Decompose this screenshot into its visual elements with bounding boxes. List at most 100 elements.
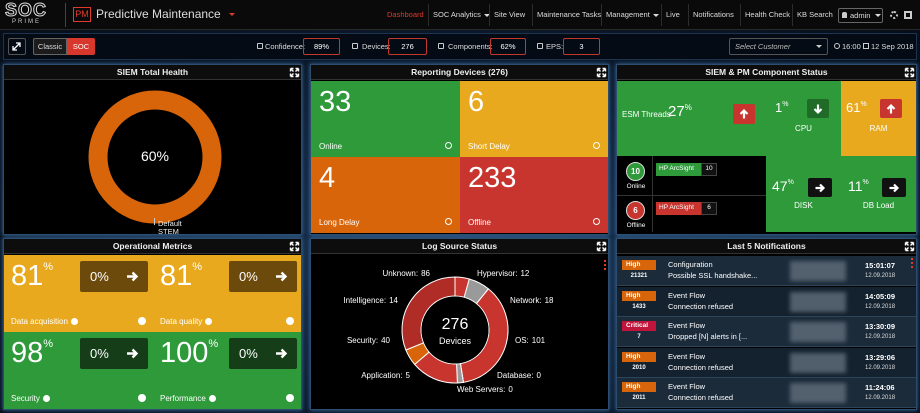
nav-link[interactable]: KB Search	[797, 10, 833, 19]
ram-unit: %	[860, 101, 867, 108]
redacted-source	[790, 352, 846, 373]
metric-unit: %	[192, 261, 203, 273]
metric-link-icon[interactable]	[286, 394, 294, 402]
notification-row[interactable]	[617, 378, 916, 409]
nav-link[interactable]: Health Check	[745, 10, 791, 19]
menu-dot	[911, 262, 913, 264]
tile-value: 233	[468, 162, 517, 194]
expand-icon[interactable]	[904, 67, 915, 78]
app-badge: PM	[73, 7, 91, 22]
menu-dot	[604, 260, 606, 262]
grid-icon[interactable]	[904, 11, 912, 19]
event-date: 12.09.2018	[865, 273, 896, 279]
nav-link[interactable]: Notifications	[693, 10, 734, 19]
nav-link[interactable]: Maintenance Tasks	[537, 10, 602, 19]
user-icon	[842, 12, 847, 18]
nav-link[interactable]: Live	[666, 10, 680, 19]
settings-icon[interactable]	[890, 11, 898, 19]
segment-label: Security: 40	[347, 336, 391, 345]
segment-value: 18	[545, 296, 554, 305]
arrow	[276, 271, 288, 282]
cpu-number: 1	[775, 100, 783, 115]
stat-value: 276	[388, 38, 427, 55]
user-menu[interactable]	[838, 8, 883, 23]
mode-classic[interactable]: Classic	[33, 38, 67, 55]
metric-unit: %	[208, 338, 219, 350]
tile-label: Short Delay	[468, 142, 510, 151]
arrow-icon	[815, 183, 826, 192]
online-count: 10	[626, 162, 645, 181]
offline-source: HP ArcSight	[656, 202, 701, 215]
metric-unit: %	[43, 261, 54, 273]
metric-label: Performance	[160, 394, 206, 403]
metric-delta-arrow	[276, 348, 288, 359]
panel-title: SIEM Total Health	[116, 67, 189, 77]
expand-icon[interactable]	[289, 67, 300, 78]
db-label: DB Load	[862, 201, 895, 210]
tile-value: 4	[319, 162, 336, 194]
nav-link[interactable]: Site View	[494, 10, 526, 19]
expand-icon[interactable]	[904, 241, 915, 252]
health-donut	[88, 90, 222, 224]
customer-select[interactable]	[729, 38, 828, 55]
arrow	[276, 348, 288, 359]
metric-link-icon[interactable]	[286, 317, 294, 325]
esm-label: ESM Threads	[622, 110, 671, 119]
notification-row[interactable]	[617, 286, 916, 317]
donut-hole	[421, 296, 489, 364]
expand-icon[interactable]	[289, 241, 300, 252]
segment-value: 14	[389, 296, 398, 305]
arrow-box	[807, 99, 829, 118]
nav-link[interactable]: Dashboard	[387, 10, 424, 19]
notification-row[interactable]	[617, 317, 916, 348]
ram-label: RAM	[869, 124, 888, 133]
customer-placeholder: Select Customer	[735, 42, 791, 51]
caret	[484, 14, 490, 17]
clock-icon	[834, 43, 840, 49]
disk-label: DISK	[794, 201, 813, 210]
tile-icon	[445, 142, 452, 149]
arrow-icon	[739, 108, 749, 119]
logo: SOC	[4, 0, 48, 20]
metric-link-icon[interactable]	[138, 394, 146, 402]
expand-icon[interactable]	[596, 241, 607, 252]
segment-label: Database: 0	[497, 371, 541, 380]
expand-icon[interactable]	[596, 67, 607, 78]
notification-row[interactable]	[617, 347, 916, 378]
nav-divider	[65, 3, 66, 27]
panel-header	[311, 239, 608, 254]
nav-link[interactable]: SOC Analytics	[433, 10, 481, 19]
redacted-source	[790, 261, 846, 281]
severity-badge: High	[622, 351, 656, 362]
segment-value: 5	[406, 371, 411, 380]
nav-link[interactable]: Management	[606, 10, 650, 19]
metric-number: 81	[11, 260, 44, 292]
panel-header	[617, 239, 916, 254]
arrow-box	[882, 178, 906, 197]
status-tile	[460, 81, 608, 157]
panel-title: Last 5 Notifications	[727, 241, 806, 251]
panel-header	[311, 65, 608, 80]
metric-delta-arrow	[127, 271, 139, 282]
segment-name: Intelligence:	[343, 296, 386, 305]
severity-badge: High	[622, 290, 656, 301]
donut-total-label: Devices	[439, 336, 472, 346]
tile-label: Online	[319, 142, 343, 151]
nav-separator	[532, 4, 533, 26]
mode-soc[interactable]: SOC	[67, 38, 95, 55]
metric-delta: 0%	[90, 346, 109, 361]
metric-link-icon[interactable]	[138, 317, 146, 325]
ram-value: 61%	[846, 101, 867, 114]
fullscreen-button[interactable]	[8, 38, 26, 55]
fullscreen-icon	[12, 42, 21, 51]
event-type: Configuration	[668, 260, 713, 269]
esm-value: 27%	[668, 104, 692, 120]
segment-name: Network:	[510, 296, 542, 305]
metric-delta: 0%	[239, 346, 258, 361]
segment-name: Web Servers:	[457, 385, 505, 394]
stat-value: 89%	[303, 38, 340, 55]
notification-row[interactable]	[617, 256, 916, 286]
expand-glyph	[289, 241, 300, 252]
tile-value: 6	[468, 86, 485, 118]
arrow	[886, 103, 896, 113]
